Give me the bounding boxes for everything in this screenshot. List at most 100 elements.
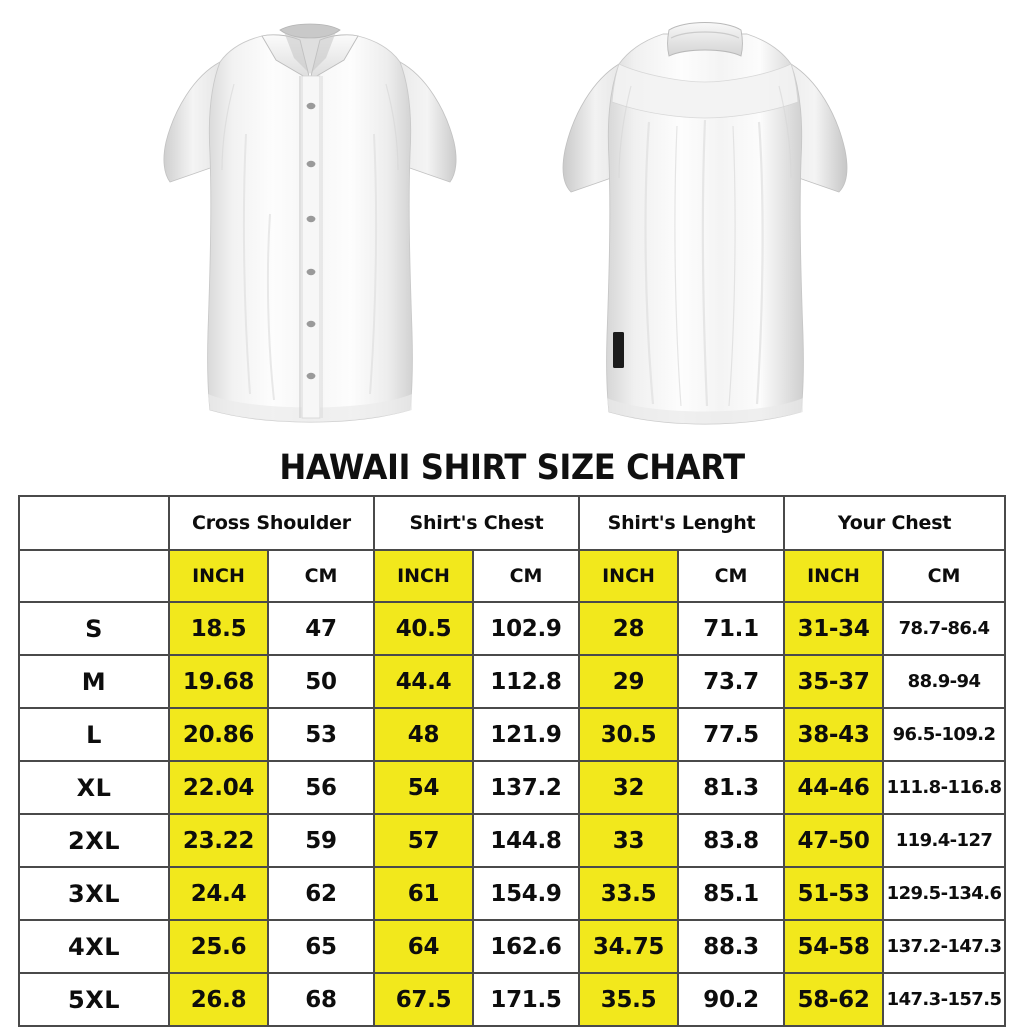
cell-your-chest-inch: 31-34: [783, 601, 885, 656]
header-unit-cm-your-chest: CM: [882, 549, 1007, 603]
cell-shirt-chest-inch: 44.4: [373, 654, 474, 709]
table-row: 3XL 24.4 62 61 154.9 33.5 85.1 51-53 129.5-134.6: [18, 866, 1007, 921]
cell-cross-shoulder-cm: 47: [267, 601, 375, 656]
table-header-units: INCH CM INCH CM INCH CM INCH CM: [18, 549, 1007, 603]
header-group-shirts-chest: Shirt's Chest: [372, 495, 581, 551]
header-corner-blank: [18, 495, 170, 551]
cell-your-chest-cm: 129.5-134.6: [882, 866, 1007, 921]
table-row: 4XL 25.6 65 64 162.6 34.75 88.3 54-58 137.2-147.…: [18, 919, 1007, 974]
cell-shirt-chest-inch: 64: [373, 919, 474, 974]
header-unit-cm-shirts-length: CM: [677, 549, 786, 603]
cell-your-chest-cm: 147.3-157.5: [882, 972, 1007, 1027]
cell-cross-shoulder-inch: 23.22: [168, 813, 269, 868]
header-unit-inch-shirts-chest: INCH: [373, 549, 474, 603]
cell-shirt-length-cm: 88.3: [677, 919, 786, 974]
cell-cross-shoulder-inch: 22.04: [168, 760, 269, 815]
cell-shirt-length-cm: 81.3: [677, 760, 786, 815]
cell-your-chest-inch: 54-58: [783, 919, 885, 974]
cell-shirt-length-inch: 32: [578, 760, 680, 815]
row-size-label: M: [18, 654, 170, 709]
cell-cross-shoulder-cm: 59: [267, 813, 375, 868]
header-unit-inch-cross-shoulder: INCH: [168, 549, 269, 603]
cell-cross-shoulder-cm: 65: [267, 919, 375, 974]
cell-shirt-chest-cm: 162.6: [471, 919, 581, 974]
table-header-groups: Cross Shoulder Shirt's Chest Shirt's Len…: [18, 495, 1007, 551]
row-size-label: 4XL: [18, 919, 170, 974]
header-unit-cm-shirts-chest: CM: [471, 549, 581, 603]
cell-your-chest-inch: 58-62: [783, 972, 885, 1027]
cell-cross-shoulder-inch: 25.6: [168, 919, 269, 974]
header-unit-inch-your-chest: INCH: [783, 549, 885, 603]
cell-shirt-chest-inch: 48: [373, 707, 474, 762]
cell-shirt-length-inch: 33.5: [578, 866, 680, 921]
cell-cross-shoulder-cm: 50: [267, 654, 375, 709]
cell-shirt-length-inch: 33: [578, 813, 680, 868]
cell-cross-shoulder-cm: 62: [267, 866, 375, 921]
cell-shirt-chest-inch: 40.5: [373, 601, 474, 656]
cell-shirt-chest-inch: 61: [373, 866, 474, 921]
cell-shirt-length-cm: 90.2: [677, 972, 786, 1027]
cell-shirt-length-inch: 35.5: [578, 972, 680, 1027]
row-size-label: L: [18, 707, 170, 762]
cell-your-chest-cm: 78.7-86.4: [882, 601, 1007, 656]
cell-shirt-length-cm: 73.7: [677, 654, 786, 709]
row-size-label: 3XL: [18, 866, 170, 921]
size-chart-table: Cross Shoulder Shirt's Chest Shirt's Len…: [18, 495, 1007, 1027]
header-group-cross-shoulder: Cross Shoulder: [168, 495, 375, 551]
cell-cross-shoulder-inch: 26.8: [168, 972, 269, 1027]
row-size-label: XL: [18, 760, 170, 815]
cell-your-chest-inch: 35-37: [783, 654, 885, 709]
cell-shirt-chest-cm: 154.9: [471, 866, 581, 921]
page-title: HAWAII SHIRT SIZE CHART: [279, 448, 745, 488]
cell-shirt-length-inch: 29: [578, 654, 680, 709]
cell-shirt-chest-cm: 144.8: [471, 813, 581, 868]
table-row: 5XL 26.8 68 67.5 171.5 35.5 90.2 58-62 147.3-157…: [18, 972, 1007, 1027]
product-image-row: [0, 0, 1024, 445]
cell-cross-shoulder-cm: 53: [267, 707, 375, 762]
shirt-front-view: [150, 14, 470, 434]
cell-shirt-length-cm: 85.1: [677, 866, 786, 921]
cell-your-chest-cm: 88.9-94: [882, 654, 1007, 709]
shirt-hem-label: [613, 332, 624, 368]
table-row: S 18.5 47 40.5 102.9 28 71.1 31-34 78.7-86.4: [18, 601, 1007, 656]
cell-cross-shoulder-inch: 18.5: [168, 601, 269, 656]
table-body: S 18.5 47 40.5 102.9 28 71.1 31-34 78.7-86.4 M 19.…: [18, 601, 1007, 1027]
cell-your-chest-inch: 44-46: [783, 760, 885, 815]
header-unit-inch-shirts-length: INCH: [578, 549, 680, 603]
table-row: L 20.86 53 48 121.9 30.5 77.5 38-43 96.5-109.2: [18, 707, 1007, 762]
cell-shirt-length-inch: 28: [578, 601, 680, 656]
header-unit-cm-cross-shoulder: CM: [267, 549, 375, 603]
cell-shirt-chest-cm: 121.9: [471, 707, 581, 762]
cell-cross-shoulder-cm: 56: [267, 760, 375, 815]
row-size-label: S: [18, 601, 170, 656]
cell-shirt-length-inch: 34.75: [578, 919, 680, 974]
table-row: XL 22.04 56 54 137.2 32 81.3 44-46 111.8-116.8: [18, 760, 1007, 815]
table-row: 2XL 23.22 59 57 144.8 33 83.8 47-50 119.4-127: [18, 813, 1007, 868]
cell-your-chest-inch: 51-53: [783, 866, 885, 921]
cell-cross-shoulder-inch: 19.68: [168, 654, 269, 709]
cell-your-chest-inch: 47-50: [783, 813, 885, 868]
row-size-label: 5XL: [18, 972, 170, 1027]
cell-shirt-chest-cm: 171.5: [471, 972, 581, 1027]
cell-shirt-length-inch: 30.5: [578, 707, 680, 762]
cell-cross-shoulder-cm: 68: [267, 972, 375, 1027]
row-size-label: 2XL: [18, 813, 170, 868]
cell-your-chest-cm: 119.4-127: [882, 813, 1007, 868]
cell-your-chest-cm: 96.5-109.2: [882, 707, 1007, 762]
cell-shirt-length-cm: 83.8: [677, 813, 786, 868]
cell-cross-shoulder-inch: 24.4: [168, 866, 269, 921]
cell-cross-shoulder-inch: 20.86: [168, 707, 269, 762]
size-chart-table-wrap: Cross Shoulder Shirt's Chest Shirt's Len…: [18, 495, 1007, 1027]
header-group-your-chest: Your Chest: [783, 495, 1007, 551]
header-group-shirts-length: Shirt's Lenght: [578, 495, 786, 551]
cell-your-chest-cm: 137.2-147.3: [882, 919, 1007, 974]
cell-shirt-chest-inch: 57: [373, 813, 474, 868]
cell-your-chest-inch: 38-43: [783, 707, 885, 762]
cell-shirt-chest-inch: 67.5: [373, 972, 474, 1027]
shirt-back-view: [545, 14, 865, 434]
cell-shirt-chest-cm: 137.2: [471, 760, 581, 815]
cell-shirt-chest-cm: 112.8: [471, 654, 581, 709]
cell-shirt-length-cm: 71.1: [677, 601, 786, 656]
cell-your-chest-cm: 111.8-116.8: [882, 760, 1007, 815]
